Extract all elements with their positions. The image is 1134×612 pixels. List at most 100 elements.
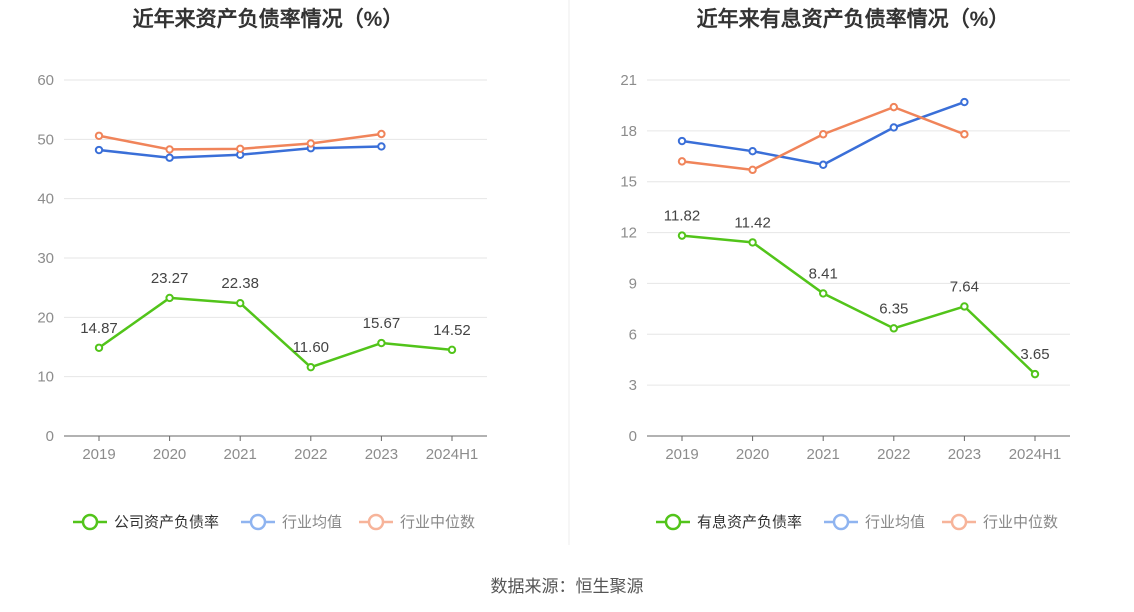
data-point-median xyxy=(306,139,315,148)
y-tick-label: 60 xyxy=(37,72,54,89)
data-point-avg xyxy=(819,160,828,169)
legend-marker xyxy=(367,513,385,531)
data-point-avg xyxy=(748,147,757,156)
data-point-avg xyxy=(960,97,969,107)
data-label: 8.41 xyxy=(809,265,838,282)
y-tick-label: 6 xyxy=(629,326,637,343)
data-point-company xyxy=(236,299,245,308)
series-line-company xyxy=(98,296,453,369)
data-label: 6.35 xyxy=(879,300,908,317)
data-point-median xyxy=(677,157,687,166)
data-point-median xyxy=(236,144,245,154)
y-tick-label: 50 xyxy=(37,131,54,148)
legend-label: 行业均值 xyxy=(865,514,925,531)
y-tick-label: 12 xyxy=(620,225,637,242)
debt-ratio-chart: 近年来资产负债率情况（%） 0 10 20 30 40 50 60 2019 2020 2021 2… xyxy=(37,7,487,531)
y-tick-label: 21 xyxy=(620,72,637,89)
data-point-company xyxy=(1030,369,1040,379)
data-point-company xyxy=(165,293,174,303)
data-point-company xyxy=(748,238,757,247)
legend-item-company: 公司资产负债率 xyxy=(73,513,219,531)
chart-title-interest-bearing-debt-ratio: 近年来有息资产负债率情况（%） xyxy=(697,7,1010,31)
data-point-company xyxy=(960,302,969,311)
legend-label: 行业均值 xyxy=(282,514,342,531)
legend-item-avg: 行业均值 xyxy=(824,513,925,531)
x-tick-label: 2023 xyxy=(948,446,981,463)
y-tick-label: 0 xyxy=(46,428,54,445)
legend-item-median: 行业中位数 xyxy=(359,513,475,531)
x-tick-label: 2021 xyxy=(807,446,840,463)
series-line-company xyxy=(681,234,1036,376)
series-company: 11.82 11.42 8.41 6.35 7.64 3.65 xyxy=(664,208,1050,379)
data-label: 7.64 xyxy=(950,278,979,295)
legend-item-median: 行业中位数 xyxy=(942,513,1058,531)
y-tick-label: 20 xyxy=(37,309,54,326)
data-label: 22.38 xyxy=(221,275,259,292)
data-point-median xyxy=(819,130,828,139)
legend-marker xyxy=(249,513,267,531)
x-tick-label: 2020 xyxy=(736,446,769,463)
legend-marker xyxy=(81,513,99,531)
data-point-company xyxy=(447,345,457,355)
legend-marker xyxy=(664,513,682,531)
data-point-company xyxy=(377,338,386,348)
legend-label: 有息资产负债率 xyxy=(697,514,802,531)
interest-bearing-debt-ratio-chart: 近年来有息资产负债率情况（%） 0 3 6 9 12 15 18 21 2019 2020 2021… xyxy=(620,7,1070,531)
x-tick-label: 2019 xyxy=(665,446,698,463)
data-label: 11.82 xyxy=(664,208,700,225)
legend-label: 行业中位数 xyxy=(400,514,475,531)
series-median xyxy=(94,129,386,154)
x-tick-label: 2022 xyxy=(294,446,327,463)
y-tick-label: 15 xyxy=(620,174,637,191)
y-tick-label: 3 xyxy=(629,377,637,394)
x-tick-label: 2020 xyxy=(153,446,186,463)
data-point-company xyxy=(677,231,687,240)
chart-title-debt-ratio: 近年来资产负债率情况（%） xyxy=(133,7,404,31)
data-point-company xyxy=(819,289,828,298)
series-median xyxy=(677,102,969,175)
x-tick-label: 2023 xyxy=(365,446,398,463)
x-tick-label: 2024H1 xyxy=(426,446,479,463)
data-point-company xyxy=(306,362,315,372)
data-point-company xyxy=(94,343,104,352)
legend-label: 行业中位数 xyxy=(983,514,1058,531)
data-source-label: 数据来源：恒生聚源 xyxy=(491,577,644,596)
data-point-company xyxy=(889,324,898,333)
y-tick-label: 10 xyxy=(37,369,54,386)
y-tick-label: 9 xyxy=(629,275,637,292)
data-point-median xyxy=(960,130,969,139)
y-tick-label: 18 xyxy=(620,123,637,140)
data-point-median xyxy=(94,131,104,140)
legend-marker xyxy=(950,513,968,531)
data-label: 14.87 xyxy=(80,320,118,337)
legend-marker xyxy=(832,513,850,531)
series-avg xyxy=(677,97,969,169)
data-label: 15.67 xyxy=(363,315,401,332)
data-label: 3.65 xyxy=(1020,346,1049,363)
data-point-median xyxy=(748,165,757,175)
legend-item-company: 有息资产负债率 xyxy=(656,513,802,531)
x-tick-label: 2021 xyxy=(224,446,257,463)
data-point-avg xyxy=(165,153,174,162)
data-point-avg xyxy=(677,136,687,146)
data-point-median xyxy=(165,145,174,154)
y-tick-label: 40 xyxy=(37,191,54,208)
data-point-median xyxy=(889,102,898,112)
y-tick-label: 0 xyxy=(629,428,637,445)
data-label: 14.52 xyxy=(433,322,471,339)
y-tick-label: 30 xyxy=(37,250,54,267)
data-point-avg xyxy=(889,123,898,132)
series-company: 14.87 23.27 22.38 11.60 15.67 14.52 xyxy=(80,270,471,372)
data-point-avg xyxy=(377,142,386,151)
data-label: 11.42 xyxy=(734,214,770,231)
data-label: 11.60 xyxy=(293,339,329,356)
data-point-avg xyxy=(94,145,104,155)
x-tick-label: 2019 xyxy=(82,446,115,463)
legend-label: 公司资产负债率 xyxy=(114,514,219,531)
x-tick-label: 2024H1 xyxy=(1009,446,1062,463)
data-point-median xyxy=(377,129,386,139)
legend-item-avg: 行业均值 xyxy=(241,513,342,531)
x-tick-label: 2022 xyxy=(877,446,910,463)
data-label: 23.27 xyxy=(151,270,189,287)
